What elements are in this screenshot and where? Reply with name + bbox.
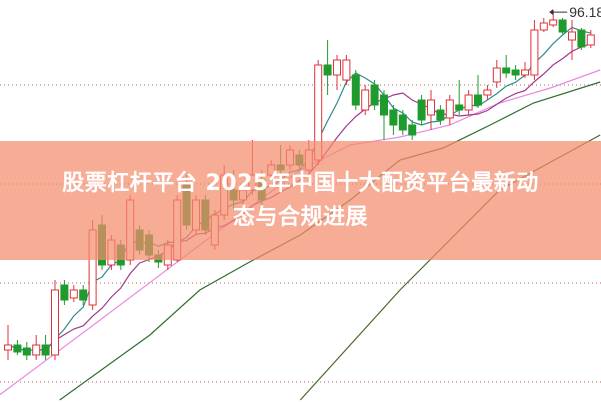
candle-body: [539, 22, 548, 31]
candle-body: [530, 29, 539, 76]
candle-body: [464, 94, 473, 111]
candle-body: [455, 104, 464, 111]
candle-body: [22, 347, 31, 356]
candle-body: [483, 89, 492, 96]
candle-body: [370, 84, 379, 106]
candle-body: [398, 114, 407, 131]
candle-body: [361, 89, 370, 111]
candle-body: [511, 69, 520, 76]
candle-body: [586, 34, 595, 46]
candle-body: [4, 344, 12, 351]
title-line-2: 态与合规进展: [232, 204, 368, 230]
candle-body: [351, 74, 360, 106]
candle-body: [549, 19, 558, 26]
candle-body: [41, 344, 50, 356]
candle-body: [389, 109, 398, 126]
title-line-1: 股票杠杆平台 2025年中国十大配资平台最新动: [62, 170, 539, 196]
candle-body: [51, 289, 59, 356]
candle-body: [342, 59, 351, 81]
candle-body: [492, 67, 501, 83]
title-banner: 股票杠杆平台 2025年中国十大配资平台最新动 态与合规进展: [0, 141, 601, 260]
high-price-label: 96.18: [569, 4, 601, 20]
candle-body: [445, 99, 454, 119]
candle-body: [502, 67, 511, 74]
candle-body: [568, 31, 576, 41]
candle-body: [380, 94, 388, 116]
candle-body: [474, 94, 482, 106]
high-marker-arrow-icon: [549, 9, 554, 16]
candle-body: [417, 99, 426, 121]
candle-body: [69, 289, 78, 299]
candle-body: [427, 99, 435, 116]
candle-body: [408, 124, 417, 136]
candle-body: [79, 289, 88, 301]
candle-body: [323, 64, 332, 76]
candle-body: [32, 344, 41, 356]
candle-body: [436, 109, 445, 121]
candle-body: [13, 344, 22, 353]
candle-body: [558, 19, 567, 33]
candle-body: [577, 29, 586, 48]
candle-body: [333, 59, 341, 76]
candle-body: [521, 69, 529, 76]
candle-body: [60, 284, 69, 301]
